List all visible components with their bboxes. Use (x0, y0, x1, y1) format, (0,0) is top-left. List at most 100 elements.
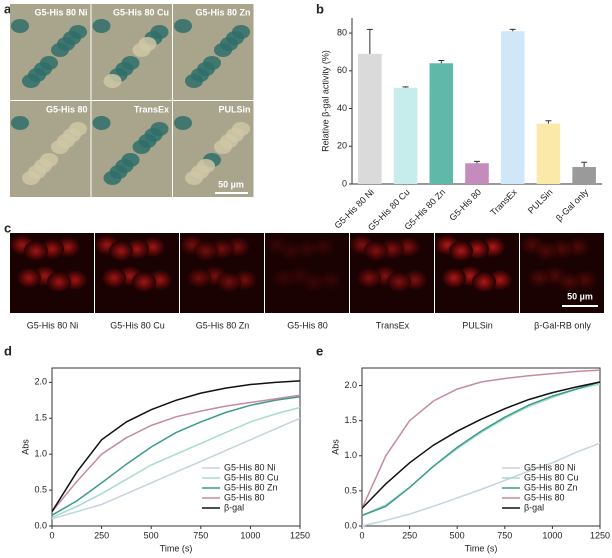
micrograph (10, 4, 91, 100)
cell (279, 241, 303, 261)
cell (102, 268, 126, 288)
cell (24, 241, 48, 261)
line (361, 381, 601, 509)
y-axis-label: Abs (20, 439, 30, 455)
micrograph-label: PULSin (462, 320, 493, 330)
line (51, 406, 301, 519)
x-tick-label: 0 (49, 530, 54, 540)
x-tick-label: 0 (359, 530, 364, 540)
micrograph-label: G5-His 80 (46, 104, 88, 114)
cell (272, 268, 296, 288)
cell (302, 272, 326, 292)
line (51, 380, 301, 512)
cell (174, 19, 192, 33)
cell (449, 241, 473, 261)
cell (22, 171, 40, 185)
cell (51, 140, 69, 154)
cell (11, 116, 29, 130)
error-bar (545, 120, 552, 124)
x-tick-label: G5-His 80 (447, 187, 483, 223)
cell (92, 19, 111, 33)
micrograph-label: TransEx (134, 104, 169, 114)
y-tick-label: 2.0 (344, 380, 357, 390)
bar (465, 163, 489, 184)
cell (214, 140, 232, 154)
cell (217, 272, 241, 292)
error-bar (402, 86, 409, 88)
micrograph-label: PULSin (218, 104, 250, 114)
y-tick-label: 60 (337, 65, 347, 75)
error-bar (438, 59, 445, 64)
micrograph-label: β-Gal-RB only (534, 320, 591, 330)
y-tick-label: 1.0 (344, 450, 357, 460)
y-tick-label: 1.5 (34, 413, 47, 423)
legend-label: β-gal (224, 502, 244, 512)
error-bar (581, 161, 588, 168)
legend-label: G5-His 80 Zn (224, 482, 278, 492)
panel-label: e (316, 343, 323, 358)
cell (11, 19, 29, 33)
cell (557, 272, 581, 292)
y-tick-label: 0.5 (344, 485, 357, 495)
cell (214, 43, 232, 57)
y-tick-label: 20 (337, 141, 347, 151)
micrograph-label: G5-His 80 Cu (110, 320, 165, 330)
y-tick-label: 1.5 (344, 415, 357, 425)
micrograph (10, 101, 91, 197)
cell (472, 272, 496, 292)
micrograph-label: TransEx (376, 320, 410, 330)
cell (22, 74, 40, 88)
y-tick-label: 1.0 (34, 449, 47, 459)
micrograph-label: G5-His 80 Cu (113, 7, 169, 17)
error-bar (366, 28, 373, 54)
x-tick-label: 500 (144, 530, 159, 540)
legend-label: β-gal (524, 502, 544, 512)
cell (17, 268, 41, 288)
y-tick-label: 40 (337, 103, 347, 113)
line (51, 417, 301, 520)
micrograph-label: G5-His 80 Ni (34, 7, 87, 17)
panel-label: d (4, 343, 12, 358)
cell (527, 268, 551, 288)
legend-label: G5-His 80 Cu (224, 472, 279, 482)
line (51, 394, 301, 513)
x-axis-label: Time (s) (160, 543, 193, 553)
scale-bar-label: 50 µm (567, 291, 593, 301)
bar (358, 53, 382, 184)
legend-label: G5-His 80 (524, 492, 565, 502)
cell (185, 74, 203, 88)
micrograph (91, 4, 172, 100)
x-tick-label: 250 (94, 530, 109, 540)
x-tick-label: 1000 (542, 530, 562, 540)
x-tick-label: 1000 (240, 530, 260, 540)
cell (103, 171, 122, 185)
panel-label: c (4, 220, 11, 235)
micrograph (173, 4, 254, 100)
x-tick-label: β-Gal only (554, 187, 591, 224)
plot-frame (361, 367, 601, 527)
x-tick-label: PULSin (526, 187, 555, 216)
cell (185, 171, 203, 185)
panel-label: b (316, 1, 324, 16)
bar (536, 123, 561, 184)
cell (357, 268, 381, 288)
x-tick-label: 750 (193, 530, 208, 540)
bar (500, 31, 525, 185)
cell (194, 241, 218, 261)
bar (393, 87, 418, 184)
cell (103, 74, 122, 88)
y-tick-label: 0.0 (344, 520, 357, 530)
x-tick-label: 1250 (590, 530, 610, 540)
bar (429, 63, 454, 184)
y-tick-label: 2.0 (34, 377, 47, 387)
line (361, 442, 601, 527)
cell (387, 272, 411, 292)
legend-label: G5-His 80 (224, 492, 265, 502)
cell (92, 116, 111, 130)
line (361, 369, 601, 509)
cell (132, 43, 151, 57)
x-tick-label: TransEx (488, 187, 519, 218)
cell (534, 241, 558, 261)
error-bar (474, 160, 480, 164)
